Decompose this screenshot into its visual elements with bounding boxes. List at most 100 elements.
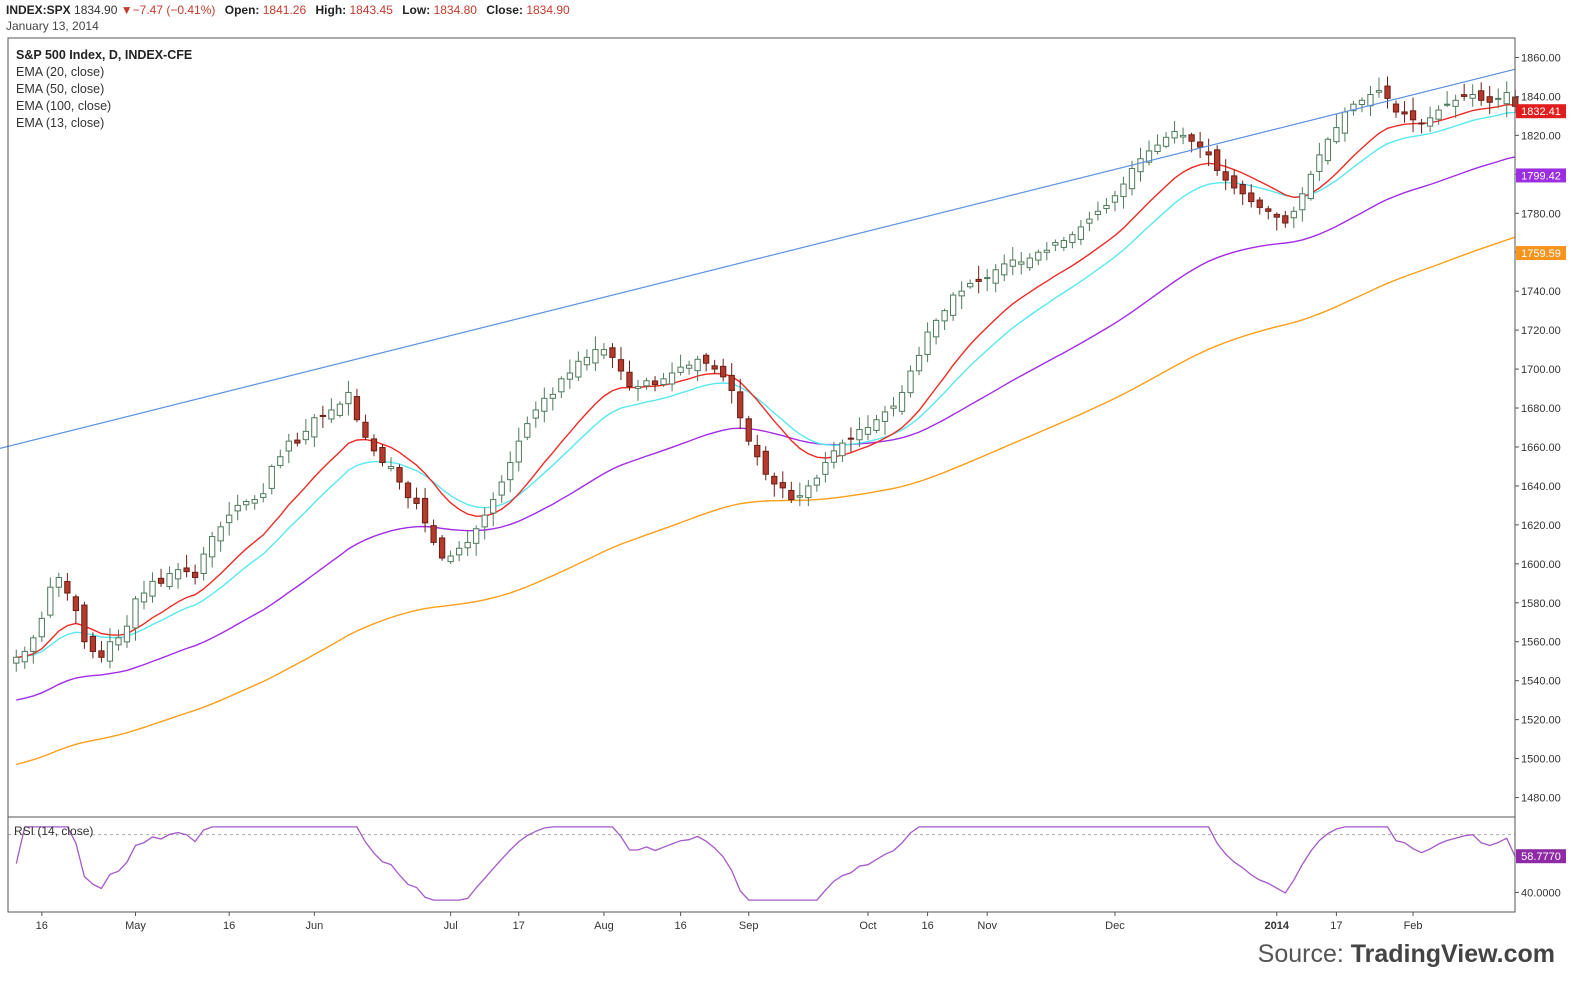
candle-body [345,391,352,405]
candle-body [81,604,88,643]
candle-body [268,465,275,489]
candle-body [805,485,812,499]
rsi-label: RSI (14, close) [14,824,93,838]
candle-body [566,372,574,380]
up-candle [532,401,539,428]
candle-body [1478,90,1485,101]
change-value: −7.47 (−0.41%) [132,3,216,17]
down-candle [98,641,105,663]
down-candle [1205,138,1212,167]
down-candle [157,568,165,587]
down-candle [81,601,88,649]
chart-title: S&P 500 Index, D, INDEX-CFE [16,48,193,62]
y-tick-label: 1700.00 [1521,364,1561,376]
candle-body [1052,241,1059,246]
close-label: Close: [486,3,523,17]
candle-body [1060,240,1067,248]
y-tick-label: 1860.00 [1521,52,1561,64]
candle-body [260,493,267,498]
down-candle [720,358,727,382]
candle-body [1299,193,1306,211]
up-candle [277,449,284,469]
up-candle [907,365,914,398]
y-tick-label: 1720.00 [1521,325,1561,337]
candle-body [464,541,471,549]
candle-body [217,526,224,542]
legend-ema20: EMA (20, close) [16,65,105,79]
up-candle [592,336,599,371]
down-candle [370,434,378,457]
up-candle [1452,94,1459,118]
x-tick-label: May [125,920,146,932]
y-tick-label: 1580.00 [1521,598,1561,610]
down-candle [762,446,769,481]
candle-body [430,525,437,543]
y-tick-label: 1780.00 [1521,208,1561,220]
x-tick-label: Jul [444,920,458,932]
x-tick-label: Feb [1404,920,1423,932]
up-candle [234,494,241,521]
down-candle [404,480,412,509]
candle-body [1265,208,1272,212]
candle-body [660,378,667,386]
candle-body [1222,171,1229,181]
candle-body [1495,97,1502,100]
y-tick-label: 1560.00 [1521,637,1561,649]
x-tick-label: Sep [739,920,759,932]
y-tick-label: 1500.00 [1521,754,1561,766]
down-candle [626,360,633,391]
up-candle [140,580,148,610]
down-candle [362,414,369,440]
up-candle [507,451,514,493]
down-candle [711,359,718,374]
x-tick-label: Oct [859,920,876,932]
up-candle [1324,137,1332,165]
candle-body [651,380,659,386]
up-candle [498,475,505,503]
rsi-line [15,826,1516,901]
up-candle [217,521,224,552]
up-candle [898,385,906,416]
candle-body [975,278,982,282]
up-candle [541,387,548,423]
low-value: 1834.80 [433,3,477,17]
down-candle [975,265,982,294]
up-candle [1495,88,1502,109]
candle-body [1248,192,1255,203]
candle-body [1324,138,1332,162]
candle-body [277,456,284,466]
down-candle [651,376,659,392]
candle-body [779,482,786,489]
up-candle [1443,91,1451,108]
up-candle [1009,246,1016,276]
up-candle [583,349,591,371]
y-tick-label: 1840.00 [1521,91,1561,103]
candle-body [123,625,131,643]
up-candle [524,416,531,441]
chart-legend: S&P 500 Index, D, INDEX-CFE EMA (20, clo… [16,47,192,132]
x-tick-label: Aug [594,920,614,932]
up-candle [1154,134,1161,155]
up-candle [149,572,156,603]
up-candle [1069,231,1076,249]
candle-body [830,450,838,463]
candle-body [745,418,752,442]
candle-body [592,349,599,364]
legend-ema50: EMA (50, close) [16,82,105,96]
y-tick-label: 1640.00 [1521,481,1561,493]
up-candle [30,634,37,664]
up-candle [1469,84,1476,107]
candle-body [1231,175,1238,189]
candle-body [1154,144,1161,152]
y-tick-label: 1820.00 [1521,130,1561,142]
candle-body [541,397,548,412]
candle-body [558,378,565,393]
up-candle [677,354,684,376]
candle-body [881,411,889,422]
up-candle [839,439,846,463]
up-candle [1299,187,1306,222]
candle-body [191,571,199,578]
up-candle [1001,254,1008,282]
down-candle [413,487,420,510]
